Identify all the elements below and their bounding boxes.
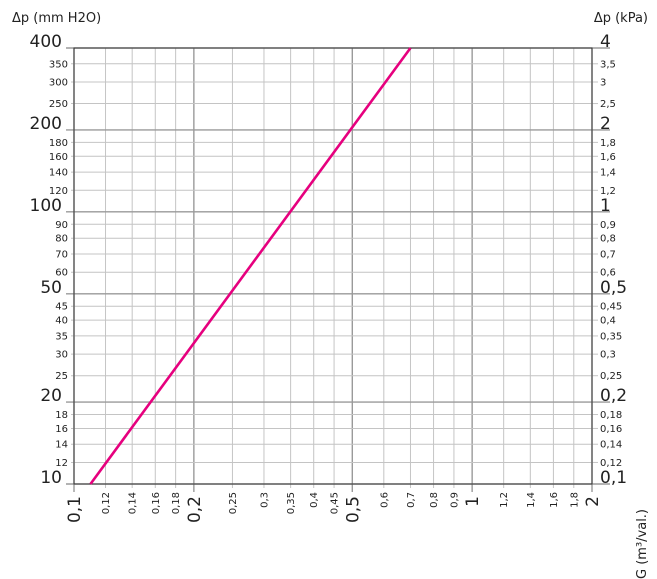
- y-right-tick-label: 1,4: [600, 168, 616, 179]
- series-line: [89, 47, 412, 485]
- y-right-tick-label: 0,35: [600, 331, 622, 342]
- y-right-tick-label: 1,6: [600, 152, 616, 163]
- y-right-tick-label: 0,6: [600, 268, 616, 279]
- y-left-tick-label: 30: [55, 350, 68, 361]
- y-left-tick-label: 180: [49, 138, 68, 149]
- y-right-tick-label: 0,5: [600, 278, 627, 298]
- x-tick-label: 0,9: [449, 492, 460, 508]
- y-right-tick-label: 0,45: [600, 302, 622, 313]
- y-left-tick-label: 400: [30, 32, 62, 52]
- y-left-tick-label: 60: [55, 268, 68, 279]
- y-left-tick-label: 70: [55, 250, 68, 261]
- x-tick-label: 0,5: [343, 496, 363, 523]
- x-tick-label: 0,45: [330, 492, 341, 514]
- y-left-tick-label: 200: [30, 114, 62, 134]
- y-right-tick-label: 1,8: [600, 138, 616, 149]
- grid: [66, 47, 610, 492]
- x-tick-label: 1,8: [569, 492, 580, 508]
- y-right-tick-label: 0,16: [600, 424, 622, 435]
- y-right-tick-label: 1: [600, 196, 611, 216]
- y-right-tick-label: 1,2: [600, 186, 616, 197]
- y-right-tick-label: 0,1: [600, 468, 627, 488]
- y-left-tick-label: 10: [40, 468, 62, 488]
- x-tick-label: 0,4: [309, 492, 320, 508]
- y-left-tick-label: 250: [49, 99, 68, 110]
- y-left-tick-label: 35: [55, 331, 68, 342]
- y-left-tick-label: 25: [55, 371, 68, 382]
- y-right-tick-label: 0,4: [600, 316, 616, 327]
- y-right-tick-label: 4: [600, 32, 611, 52]
- x-tick-label: 0,8: [429, 492, 440, 508]
- x-tick-label: 2: [583, 496, 603, 507]
- y-right-tick-label: 0,12: [600, 458, 622, 469]
- y-right-tick-label: 3,5: [600, 59, 616, 70]
- x-tick-label: 0,7: [406, 492, 417, 508]
- y-left-tick-label: 18: [55, 410, 68, 421]
- y-left-tick-label: 50: [40, 278, 62, 298]
- x-tick-label: 0,18: [171, 492, 182, 514]
- x-tick-label: 1,2: [499, 492, 510, 508]
- y-left-tick-label: 300: [49, 78, 68, 89]
- x-tick-label: 0,3: [259, 492, 270, 508]
- y-right-tick-label: 2,5: [600, 99, 616, 110]
- x-tick-label: 0,6: [379, 492, 390, 508]
- y-right-tick-label: 3: [600, 78, 606, 89]
- y-right-tick-label: 0,25: [600, 371, 622, 382]
- x-tick-label: 0,1: [65, 496, 85, 523]
- y-axis-right-title: Δp (kPa): [594, 11, 648, 26]
- x-tick-label: 0,35: [286, 492, 297, 514]
- x-tick-label: 0,2: [185, 496, 205, 523]
- y-left-tick-label: 14: [55, 440, 68, 451]
- y-axis-left-title: Δp (mm H2O): [12, 11, 101, 26]
- y-left-tick-label: 20: [40, 386, 62, 406]
- y-left-tick-label: 100: [30, 196, 62, 216]
- y-right-tick-label: 2: [600, 114, 611, 134]
- y-right-tick-label: 0,7: [600, 250, 616, 261]
- y-right-tick-label: 0,18: [600, 410, 622, 421]
- x-tick-label: 0,16: [151, 492, 162, 514]
- y-left-tick-label: 90: [55, 220, 68, 231]
- y-right-tick-label: 0,8: [600, 234, 616, 245]
- y-right-tick-label: 0,2: [600, 386, 627, 406]
- y-left-tick-label: 45: [55, 302, 68, 313]
- y-left-tick-label: 350: [49, 59, 68, 70]
- plot-frame: [73, 47, 593, 485]
- tick-labels: 0,1 0,12 0,14 0,16 0,18 0,2 0,25 0,3 0,35 0,4 0,45…: [30, 32, 628, 523]
- x-tick-label: 1,6: [549, 492, 560, 508]
- x-tick-label: 1: [463, 496, 483, 507]
- x-tick-label: 0,25: [228, 492, 239, 514]
- y-left-tick-label: 40: [55, 316, 68, 327]
- y-right-tick-label: 0,14: [600, 440, 622, 451]
- y-left-tick-label: 120: [49, 186, 68, 197]
- series-layer: [89, 47, 412, 485]
- y-left-tick-label: 16: [55, 424, 68, 435]
- y-right-tick-label: 0,9: [600, 220, 616, 231]
- y-right-tick-label: 0,3: [600, 350, 616, 361]
- y-left-tick-label: 140: [49, 168, 68, 179]
- x-axis-title: G (m³/val.): [635, 509, 650, 579]
- x-tick-label: 0,14: [128, 492, 139, 514]
- x-tick-label: 1,4: [526, 492, 537, 508]
- y-left-tick-label: 160: [49, 152, 68, 163]
- y-left-tick-label: 80: [55, 234, 68, 245]
- x-tick-label: 0,12: [101, 492, 112, 514]
- y-left-tick-label: 12: [55, 458, 68, 469]
